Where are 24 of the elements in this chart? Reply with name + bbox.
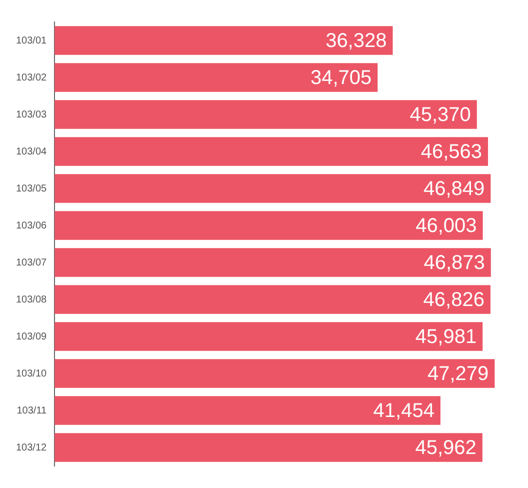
y-tick-label: 103/12 (16, 442, 48, 454)
y-tick-label: 103/10 (16, 368, 48, 380)
data-label: 46,003 (416, 215, 477, 238)
data-label: 46,563 (420, 141, 482, 164)
y-tick-label: 103/09 (16, 331, 48, 342)
data-label: 46,873 (424, 252, 485, 274)
y-tick-label: 103/01 (16, 35, 48, 46)
data-label: 45,981 (415, 326, 477, 348)
y-tick-label: 103/02 (16, 72, 48, 84)
y-tick-label: 103/08 (16, 294, 48, 306)
y-tick-label: 103/03 (16, 109, 48, 120)
data-label: 45,370 (410, 104, 471, 126)
data-label: 34,705 (310, 67, 372, 90)
data-label: 45,962 (415, 437, 476, 460)
data-label: 36,328 (326, 30, 387, 52)
y-tick-label: 103/07 (16, 257, 48, 268)
y-tick-label: 103/05 (16, 183, 48, 194)
data-label: 41,454 (373, 400, 434, 422)
y-tick-label: 103/11 (16, 405, 48, 416)
data-label: 46,849 (424, 178, 485, 200)
data-label: 47,279 (428, 363, 489, 386)
y-tick-label: 103/06 (16, 220, 48, 232)
data-label: 46,826 (423, 289, 484, 312)
y-tick-label: 103/04 (16, 146, 48, 158)
